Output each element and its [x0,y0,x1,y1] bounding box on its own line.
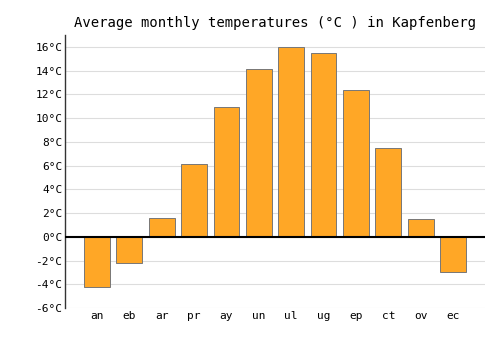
Bar [214,107,240,237]
Bar [376,148,401,237]
Bar [181,164,207,237]
Bar [116,237,142,263]
Bar [246,69,272,237]
Bar [408,219,434,237]
Bar [149,218,174,237]
Bar [84,237,110,287]
Bar [278,47,304,237]
Bar [310,53,336,237]
Bar [440,237,466,272]
Title: Average monthly temperatures (°C ) in Kapfenberg: Average monthly temperatures (°C ) in Ka… [74,16,476,30]
Bar [343,90,369,237]
